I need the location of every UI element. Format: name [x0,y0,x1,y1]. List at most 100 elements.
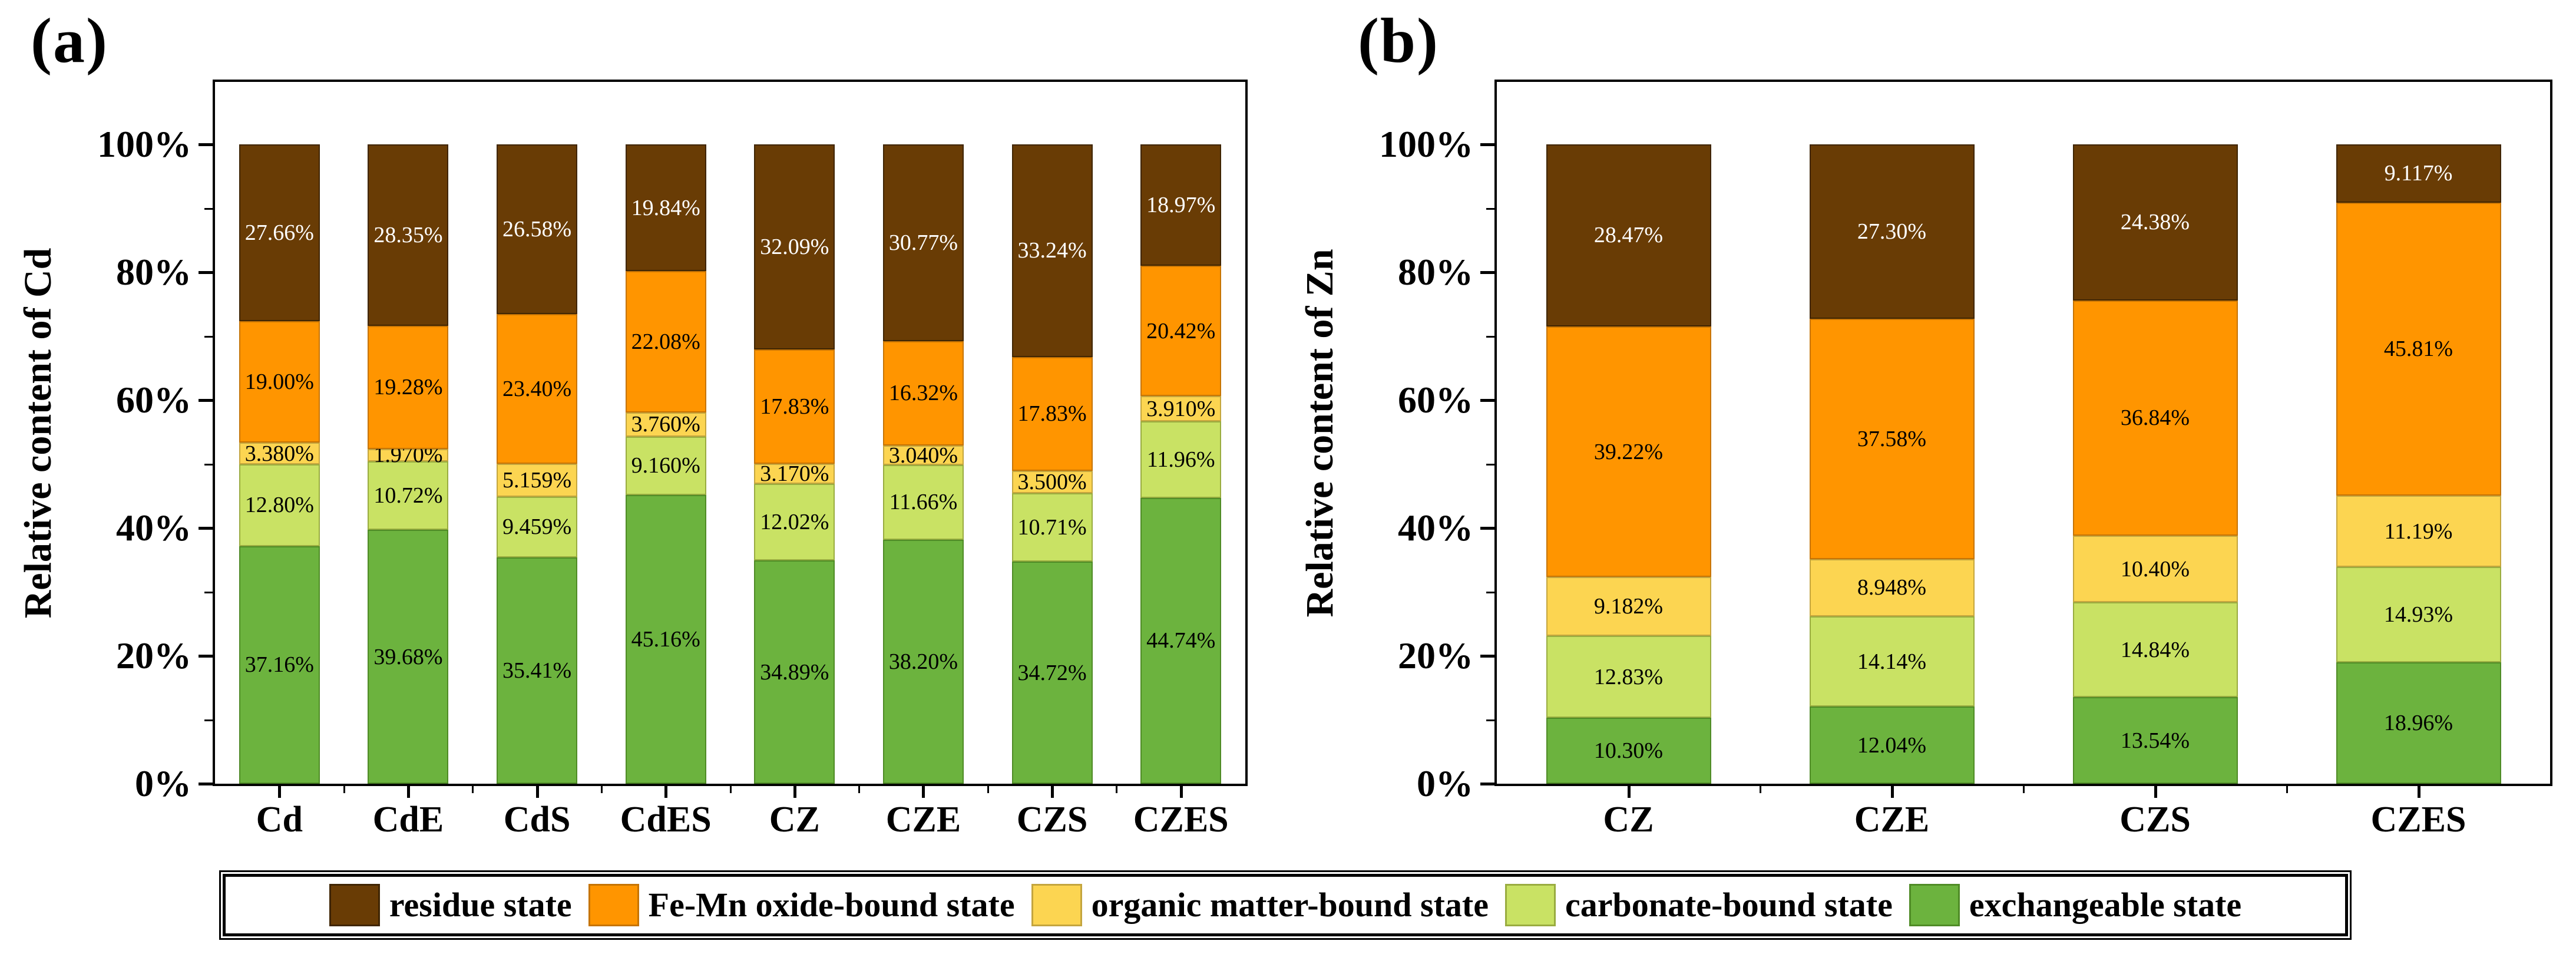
bar-segment [2072,536,2238,603]
y-minor-tick [204,335,213,338]
x-category-label: CZES [1133,800,1229,840]
x-minor-tick [343,786,345,793]
bar-segment [1809,559,1975,616]
legend-swatch [1909,884,1960,926]
x-minor-tick [2023,786,2025,793]
bar-segment [1809,616,1975,707]
y-tick-label: 80% [1398,251,1473,293]
y-tick-label: 0% [1417,762,1473,804]
bar-segment [2336,202,2501,496]
legend-label: Fe-Mn oxide-bound state [648,886,1015,924]
legend-swatch [1031,884,1082,926]
y-major-tick [1480,143,1494,146]
y-axis-title: Relative content of Zn [1298,248,1341,618]
legend-label: residue state [389,886,572,924]
legend-swatch [1504,884,1556,926]
y-tick-label: 0% [135,762,191,804]
bar-segment [882,465,964,540]
bar-segment [239,546,320,784]
bar-segment [2072,602,2238,698]
bar-segment [1546,577,1711,636]
x-category-label: CdES [620,800,712,840]
y-major-tick [1480,399,1494,402]
y-major-tick [199,271,213,274]
x-minor-tick [600,786,603,793]
legend-swatch [588,884,639,926]
x-major-tick [1627,786,1631,798]
bar-segment [2072,697,2238,784]
bar-segment [239,443,320,464]
y-major-tick [199,655,213,658]
x-major-tick [2154,786,2157,798]
bar-segment [1546,326,1711,577]
y-minor-tick [204,591,213,593]
y-major-tick [1480,271,1494,274]
x-major-tick [406,786,410,798]
y-minor-tick [1486,463,1494,466]
legend: residue state Fe-Mn oxide-bound state orga… [223,874,2348,936]
bar-segment [368,144,449,326]
x-major-tick [2417,786,2420,798]
bar-segment [239,321,320,443]
bar-segment [1809,707,1975,784]
x-category-label: CdS [503,800,571,840]
bar-segment [882,539,964,784]
y-minor-tick [204,463,213,466]
legend-item: residue state [329,884,572,926]
bar-segment [754,484,835,561]
bar-segment [2336,495,2501,567]
x-category-label: CZ [769,800,820,840]
y-tick-label: 40% [116,507,191,549]
x-minor-tick [1116,786,1118,793]
bar-segment [497,557,578,784]
bar-segment [1546,144,1711,326]
bar-segment [1546,636,1711,718]
bar-segment [2072,144,2238,301]
bar-segment [625,436,706,495]
x-category-label: CZES [2370,800,2466,840]
bar-segment [1809,144,1975,319]
bar-segment [1011,562,1093,784]
legend-item: Fe-Mn oxide-bound state [588,884,1015,926]
legend-box: residue state Fe-Mn oxide-bound state orga… [219,870,2352,940]
bar-segment [625,495,706,784]
bar-segment [239,464,320,546]
y-minor-tick [204,207,213,210]
y-tick-label: 100% [97,123,191,165]
y-axis-title: Relative content of Cd [16,247,59,618]
bar-segment [497,144,578,315]
x-category-label: CdE [372,800,444,840]
x-minor-tick [729,786,732,793]
y-major-tick [1480,527,1494,530]
y-major-tick [199,783,213,785]
bar-segment [754,463,835,484]
y-minor-tick [1486,207,1494,210]
y-major-tick [1480,655,1494,658]
y-major-tick [199,527,213,530]
bar-segment [1011,356,1093,471]
y-minor-tick [1486,591,1494,593]
bar-segment [625,412,706,437]
y-major-tick [199,399,213,402]
bar-segment [497,497,578,557]
bar-segment [368,530,449,784]
bar-segment [497,314,578,464]
bar-segment [1140,421,1222,498]
bar-segment [754,349,835,464]
x-category-label: CZ [1603,800,1654,840]
bar-segment [2336,662,2501,784]
bar-segment [1140,265,1222,397]
x-major-tick [1890,786,1894,798]
x-major-tick [922,786,925,798]
bar-segment [2336,567,2501,663]
bar-segment [882,341,964,446]
x-major-tick [793,786,796,798]
x-minor-tick [1760,786,1761,793]
bar-segment [1546,718,1711,784]
legend-item: carbonate-bound state [1504,884,1893,926]
legend-item: organic matter-bound state [1031,884,1489,926]
x-category-label: CZS [1016,800,1088,840]
bar-segment [1011,471,1093,494]
y-tick-label: 80% [116,251,191,293]
x-major-tick [278,786,282,798]
